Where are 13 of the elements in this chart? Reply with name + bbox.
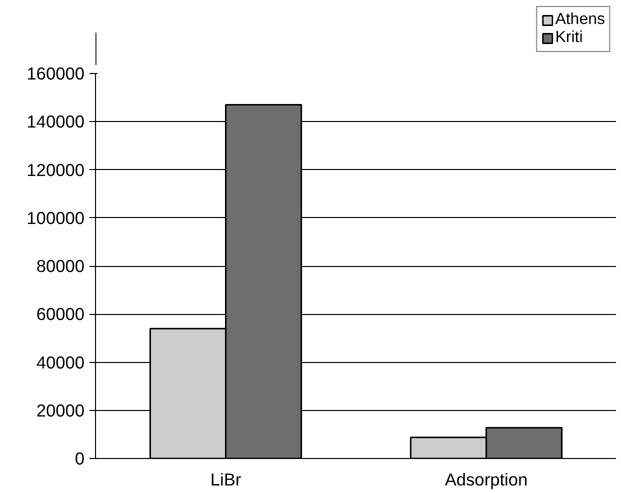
y-tick-label: 0	[74, 448, 85, 468]
y-tick-label: 120000	[26, 160, 85, 180]
legend-label: Kriti	[555, 29, 583, 47]
y-tick-label: 80000	[36, 256, 84, 276]
y-tick-label: 40000	[36, 352, 84, 372]
y-tick-label: 100000	[26, 208, 85, 228]
legend-label: Athens	[555, 11, 605, 29]
y-tick-label: 160000	[26, 64, 85, 84]
y-tick-label: 140000	[26, 112, 85, 132]
y-tick-label: 60000	[36, 304, 84, 324]
x-tick-label: Adsorption	[444, 470, 528, 490]
x-tick-label: LiBr	[210, 470, 242, 490]
y-tick-label: 20000	[36, 400, 84, 420]
